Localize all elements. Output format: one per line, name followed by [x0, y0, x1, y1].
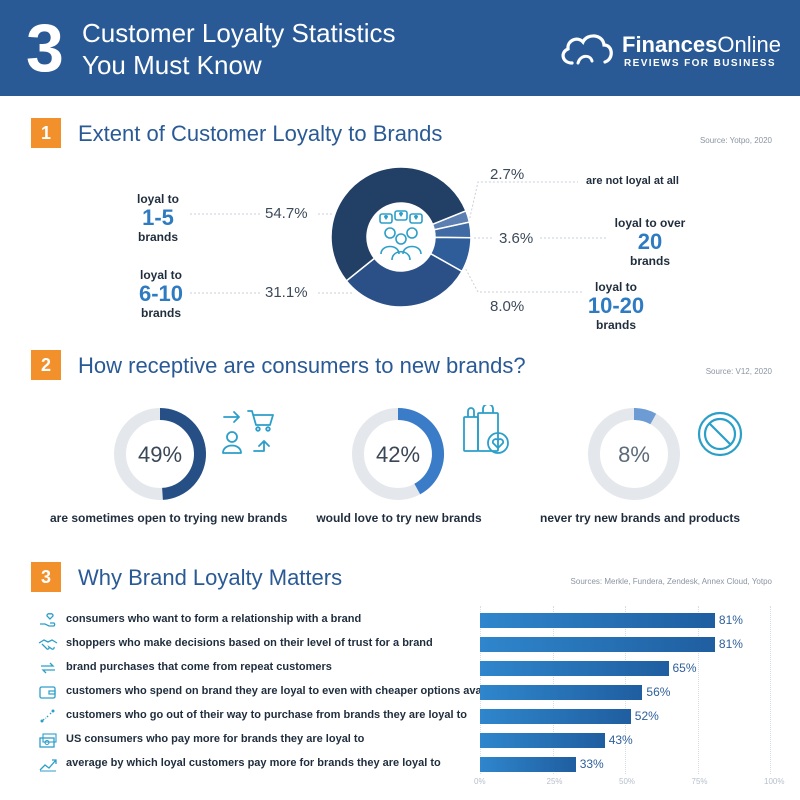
bar [480, 685, 643, 700]
label-10-20-bottom: brands [595, 318, 636, 332]
gauge-arc-3 [633, 408, 657, 425]
label-loyal-10-20: loyal to 10-20 brands [583, 280, 649, 332]
section2-number: 2 [31, 350, 61, 380]
bar-row-label: brand purchases that come from repeat cu… [66, 661, 332, 673]
bar-value-label: 52% [634, 709, 659, 723]
receptiveness-gauges: 49% 42% 8% [114, 408, 680, 500]
cloud-logo-icon [561, 34, 613, 65]
header-title-line2: You Must Know [82, 50, 262, 80]
bar-row-label: US consumers who pay more for brands the… [66, 733, 365, 745]
gauge-arc-1 [159, 408, 206, 500]
header-number: 3 [26, 10, 64, 86]
bar-row-label: consumers who want to form a relationshi… [66, 613, 362, 625]
pct-31-1: 31.1% [265, 284, 308, 301]
bar [480, 661, 669, 676]
section3-title: Why Brand Loyalty Matters [78, 565, 343, 590]
label-loyal-1-5-bottom: brands [137, 230, 178, 244]
pie-connectors [190, 181, 608, 294]
bar-value-label: 33% [579, 757, 604, 771]
grid-line [770, 606, 771, 774]
label-over-20-big: 20 [637, 229, 663, 254]
gauge-value-3: 8% [618, 442, 650, 467]
label-loyal-6-10: loyal to 6-10 brands [128, 268, 194, 320]
label-loyal-6-10-bottom: brands [140, 306, 181, 320]
label-over-20-bottom: brands [629, 254, 670, 268]
loyal-customers-icon [373, 209, 429, 265]
bar-value-label: 81% [718, 613, 743, 627]
label-loyal-over-20: loyal to over 20 brands [610, 216, 690, 268]
brand-name-bold: Finances [622, 32, 718, 57]
bar-row-label: customers who go out of their way to pur… [66, 709, 467, 721]
x-tick-label: 100% [764, 777, 785, 786]
section1-source: Source: Yotpo, 2020 [699, 136, 772, 145]
bar [480, 757, 576, 772]
bar [480, 733, 605, 748]
shopping-bags-icon [463, 405, 509, 454]
pct-8-0: 8.0% [490, 298, 525, 315]
prohibited-icon [697, 411, 743, 457]
x-tick-label: 50% [619, 777, 636, 786]
donut-slice-1 [330, 166, 467, 282]
label-10-20-big: 10-20 [587, 293, 645, 318]
section2-title: How receptive are consumers to new brand… [78, 353, 526, 378]
bar-value-label: 56% [646, 685, 671, 699]
label-loyal-1-5: loyal to 1-5 brands [128, 192, 188, 244]
wallet-icon [39, 686, 56, 699]
label-10-20-top: loyal to [594, 280, 637, 294]
path-route-icon [40, 709, 55, 723]
label-not-loyal: are not loyal at all [586, 175, 679, 187]
label-loyal-1-5-top: loyal to [136, 192, 179, 206]
hand-heart-icon [40, 613, 56, 627]
bar [480, 709, 631, 724]
section3-number: 3 [31, 562, 61, 592]
money-stack-icon [39, 733, 57, 748]
bar-row-label: customers who spend on brand they are lo… [66, 685, 510, 697]
section1-number: 1 [31, 118, 61, 148]
pct-2-7: 2.7% [490, 166, 525, 183]
gauge-center-2 [365, 421, 431, 487]
shopping-switch-icon [222, 410, 274, 454]
header-banner: 3 Customer Loyalty Statistics You Must K… [0, 0, 800, 96]
bar-row-label: shoppers who make decisions based on the… [66, 637, 433, 649]
donut-slice-2 [345, 252, 463, 308]
section1-title: Extent of Customer Loyalty to Brands [78, 121, 443, 146]
label-loyal-6-10-top: loyal to [139, 268, 182, 282]
bar [480, 613, 715, 628]
header-title-line1: Customer Loyalty Statistics [82, 18, 396, 48]
bar-row-label: average by which loyal customers pay mor… [66, 757, 441, 769]
repeat-arrows-icon [41, 662, 55, 674]
section3-source: Sources: Merkle, Fundera, Zendesk, Annex… [570, 577, 772, 586]
gauge-value-2: 42% [376, 442, 420, 467]
bar-value-label: 65% [672, 661, 697, 675]
brand-name: FinancesOnline [622, 32, 781, 58]
handshake-icon [38, 639, 58, 650]
gauge-value-1: 49% [138, 442, 182, 467]
growth-chart-icon [39, 759, 57, 772]
bar-value-label: 43% [608, 733, 633, 747]
loyalty-donut-chart [330, 166, 472, 308]
bar-value-label: 81% [718, 637, 743, 651]
label-over-20-top: loyal to over [614, 216, 686, 230]
bar [480, 637, 715, 652]
label-loyal-1-5-big: 1-5 [142, 205, 174, 230]
brand-name-rest: Online [717, 32, 781, 57]
grid-line [697, 606, 699, 774]
gauge-caption-8: never try new brands and products [540, 511, 741, 525]
x-tick-label: 75% [691, 777, 708, 786]
x-tick-label: 0% [474, 777, 486, 786]
gauge-caption-49: are sometimes open to trying new brands [50, 511, 288, 525]
gauge-caption-42: would love to try new brands [316, 511, 482, 525]
section2-source: Source: V12, 2020 [705, 367, 772, 376]
label-loyal-6-10-big: 6-10 [138, 281, 184, 306]
pct-3-6: 3.6% [499, 230, 534, 247]
brand-tagline: REVIEWS FOR BUSINESS [624, 58, 776, 69]
gauge-center-3 [601, 421, 667, 487]
pct-54-7: 54.7% [265, 205, 308, 222]
x-tick-label: 25% [546, 777, 563, 786]
gauge-arc-2 [397, 408, 444, 495]
gauge-center-1 [127, 421, 193, 487]
